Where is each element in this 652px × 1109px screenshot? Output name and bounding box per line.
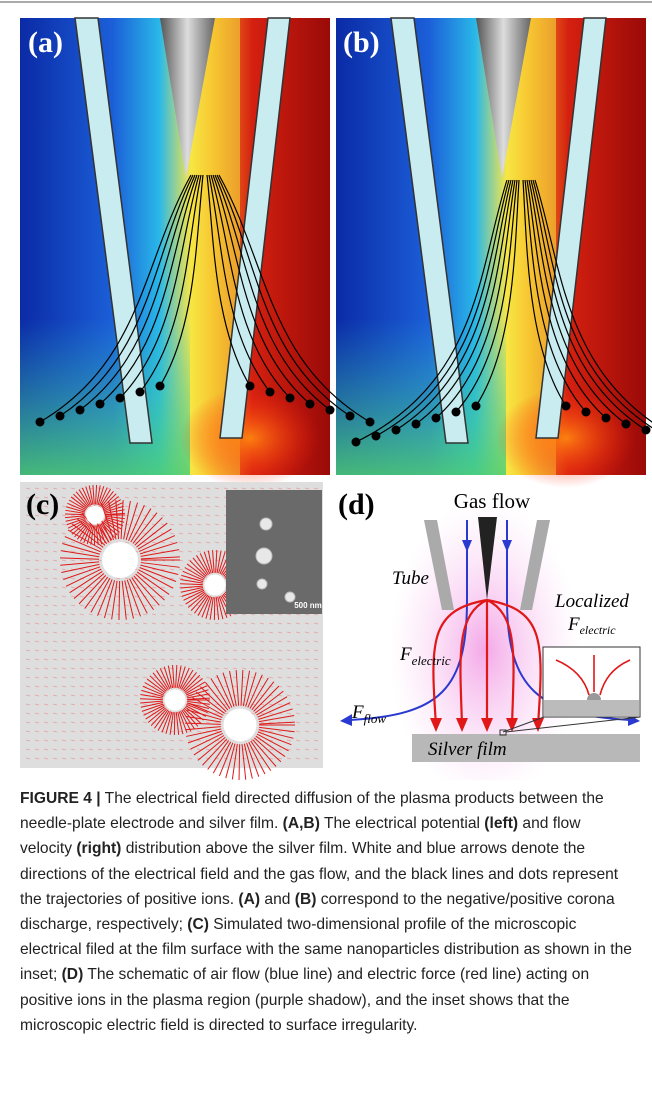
ion [562,402,571,411]
particle [224,709,257,742]
particle [205,575,226,596]
flow-force-label: Fflow [351,702,386,726]
ion [452,408,461,417]
tube-label: Tube [392,568,429,589]
caption-text: (A) [238,891,260,908]
ion [352,438,361,447]
ion [76,406,85,415]
field-arrow [65,514,84,515]
field-arrow [239,744,240,780]
caption-text: (right) [76,840,121,857]
panel-label: (c) [26,488,59,521]
panel-label: (d) [338,488,375,521]
ion [622,420,631,429]
ion [116,394,125,403]
scale-bar-label: 500 nm [294,601,322,610]
caption-text: and [260,891,295,908]
ion [372,432,381,441]
sem-inset [226,490,322,614]
ion [36,418,45,427]
ion [472,402,481,411]
caption-text: (D) [62,966,84,983]
particle [102,542,138,578]
panel-label: (a) [28,26,63,59]
localized-label: Localized [554,591,629,612]
ion [412,420,421,429]
ion [346,412,355,421]
silver-film-label: Silver film [428,739,507,760]
ion [96,400,105,409]
ion [326,406,335,415]
caption-text: (left) [484,815,518,832]
caption-text: FIGURE 4 | [20,790,101,807]
figure-caption: FIGURE 4 | The electrical field directed… [20,786,634,1038]
figure: (a) (b) 500 nm (c) Silver film (d) Ga [0,0,652,780]
particle [86,506,104,524]
particle [165,690,186,711]
caption-text: (B) [295,891,317,908]
simulation-b [336,18,646,488]
caption-text: (A,B) [283,815,320,832]
ion [392,426,401,435]
ion [266,388,275,397]
page: (a) (b) 500 nm (c) Silver film (d) Ga [0,0,652,1109]
ion [366,418,375,427]
panel-label: (b) [343,26,380,59]
ion [156,382,165,391]
ion [56,412,65,421]
gas-flow-label: Gas flow [454,489,531,513]
ion [642,426,651,435]
field-arrow [119,581,120,620]
ion [286,394,295,403]
ion [136,388,145,397]
ion [246,382,255,391]
ion [602,414,611,423]
ion [432,414,441,423]
ion [582,408,591,417]
caption-text: (C) [187,916,209,933]
caption-text: The electrical potential [320,815,484,832]
ion [306,400,315,409]
inset-surface [544,700,639,716]
inset-force-label: Felectric [567,614,616,637]
caption-text: The schematic of air flow (blue line) an… [20,966,589,1033]
